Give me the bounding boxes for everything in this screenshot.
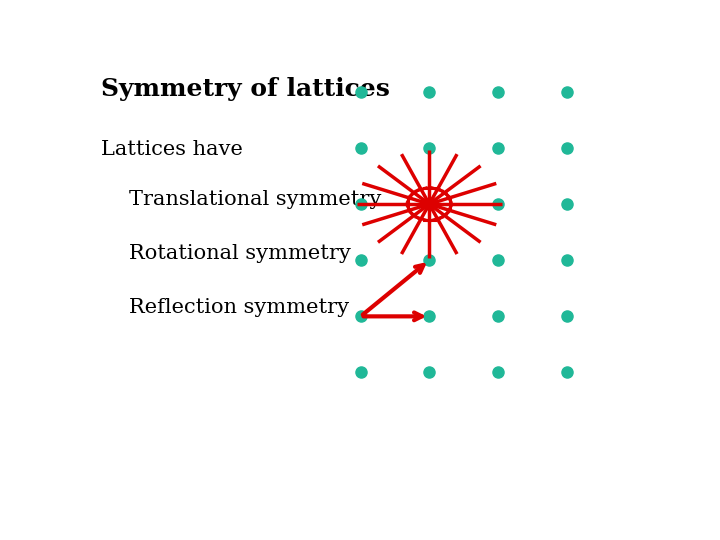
Text: Translational symmetry: Translational symmetry [129, 190, 382, 208]
Bar [425, 201, 433, 207]
Text: Reflection symmetry: Reflection symmetry [129, 298, 349, 316]
Text: Rotational symmetry: Rotational symmetry [129, 244, 351, 262]
Text: Symmetry of lattices: Symmetry of lattices [101, 77, 390, 102]
Text: Lattices have: Lattices have [101, 140, 243, 159]
